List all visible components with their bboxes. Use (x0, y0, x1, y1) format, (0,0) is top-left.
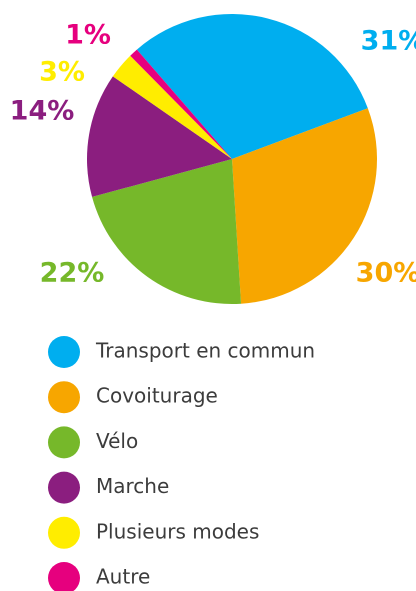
pie-slice (92, 159, 242, 304)
legend-swatch (48, 562, 80, 591)
legend-label: Plusieurs modes (96, 519, 259, 543)
pie-slice (232, 108, 377, 304)
value-label: 14% (10, 96, 75, 127)
legend-label: Vélo (96, 429, 138, 453)
legend-label: Marche (96, 474, 169, 498)
legend-swatch (48, 516, 80, 549)
pie-slice (112, 55, 232, 160)
legend-swatch (48, 471, 80, 504)
legend-swatch (48, 336, 80, 368)
value-label: 3% (39, 57, 85, 88)
value-label: 30% (356, 258, 416, 289)
value-label: 22% (40, 258, 105, 289)
legend-label: Transport en commun (95, 339, 315, 363)
value-label: 31% (361, 26, 416, 57)
legend-swatch (48, 381, 80, 414)
pie-slice (136, 14, 368, 160)
value-label: 1% (65, 20, 111, 51)
legend-label: Autre (96, 565, 150, 589)
pie-slice (130, 49, 232, 160)
legend-label: Covoiturage (96, 384, 218, 408)
legend-swatch (48, 426, 80, 459)
pie-slice (87, 76, 232, 197)
